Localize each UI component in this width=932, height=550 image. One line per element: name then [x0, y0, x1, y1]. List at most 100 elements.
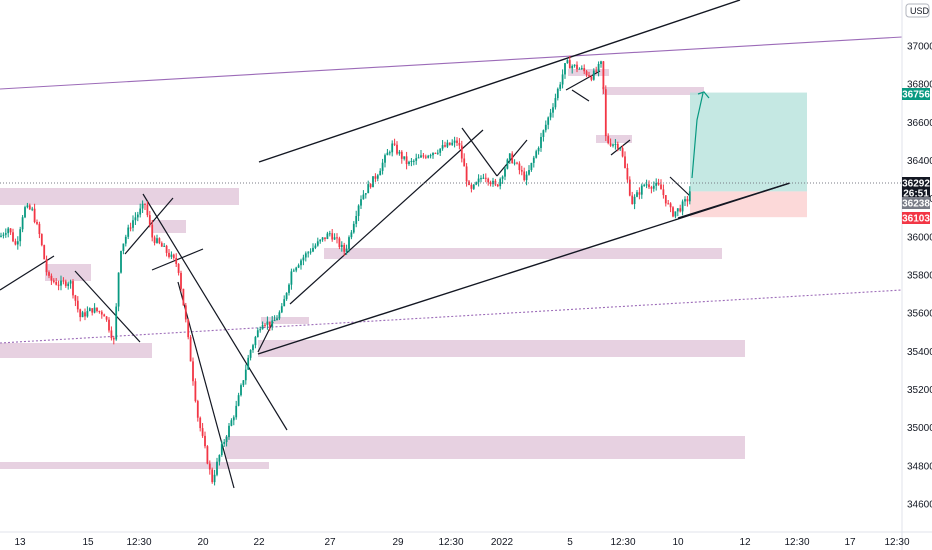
candle-body [530, 162, 533, 171]
candle-body [177, 263, 180, 273]
candle-body [280, 306, 283, 313]
supply-demand-zone[interactable] [596, 135, 632, 143]
candle [340, 241, 343, 252]
candle-body [532, 157, 535, 163]
candle [297, 263, 300, 269]
supply-demand-zone[interactable] [152, 220, 186, 233]
trend-line[interactable] [571, 89, 590, 102]
candle [192, 357, 194, 386]
candle [290, 268, 293, 290]
candle [55, 277, 58, 286]
candle [9, 228, 12, 235]
supply-demand-zone[interactable] [0, 462, 269, 469]
trend-line[interactable] [289, 129, 484, 305]
supply-demand-zone[interactable] [225, 436, 745, 459]
candle [333, 233, 336, 240]
currency-label-box[interactable] [905, 3, 930, 18]
candle-body [127, 227, 130, 237]
rising-support-line[interactable] [257, 182, 791, 355]
candle [249, 349, 252, 361]
candle-body [316, 241, 319, 246]
candle [391, 140, 394, 157]
rising-support-line[interactable] [677, 182, 791, 219]
candle [19, 226, 22, 247]
candle-body [549, 112, 552, 118]
trend-line[interactable] [461, 127, 498, 177]
trend-line[interactable] [177, 281, 235, 489]
candle-body [432, 152, 434, 156]
trend-line[interactable] [74, 270, 141, 343]
candle [21, 215, 24, 233]
candle [316, 237, 319, 247]
candle-body [338, 238, 341, 248]
channel-line[interactable] [0, 36, 903, 90]
candle-body [204, 435, 206, 447]
candle [432, 152, 434, 159]
candle [566, 59, 569, 64]
trend-line[interactable] [0, 255, 55, 291]
candle-body [427, 155, 430, 158]
candle [511, 151, 514, 164]
candle-body [208, 463, 211, 470]
candle-body [352, 223, 355, 233]
supply-demand-zone[interactable] [0, 188, 239, 205]
candle [259, 326, 262, 333]
candle [302, 254, 305, 266]
candle [117, 272, 120, 312]
candle-body [357, 205, 360, 216]
supply-demand-zone[interactable] [324, 248, 722, 259]
candle [148, 210, 151, 228]
candle-body [273, 320, 276, 322]
candle [280, 303, 283, 314]
candle [206, 445, 209, 465]
candle-body [374, 176, 377, 179]
candle-body [376, 175, 379, 179]
candle-body [518, 163, 521, 171]
candle-body [345, 248, 348, 252]
candle-body [139, 208, 142, 215]
candle [343, 242, 346, 256]
candle-body [28, 205, 31, 210]
candle-body [460, 145, 463, 159]
candle-body [48, 272, 50, 276]
upper-channel-line[interactable] [258, 0, 741, 163]
candle [542, 129, 545, 142]
candle [676, 208, 679, 217]
candle-body [364, 193, 367, 195]
candle-body [487, 178, 490, 183]
trend-line[interactable] [142, 193, 288, 431]
candle-body [367, 184, 370, 194]
candle-body [590, 76, 593, 80]
candle-body [108, 319, 110, 331]
candle-body [626, 167, 629, 180]
supply-demand-zone[interactable] [258, 340, 745, 357]
candle [76, 296, 79, 313]
candle-body [26, 205, 29, 208]
candle-body [609, 143, 612, 146]
candle-body [199, 417, 202, 429]
candle-body [201, 428, 204, 436]
candle [45, 255, 48, 276]
position-profit-zone[interactable] [690, 92, 807, 192]
supply-demand-zone[interactable] [0, 343, 152, 358]
dotted-trend-line[interactable] [0, 289, 903, 344]
candle [144, 203, 146, 211]
trend-line[interactable] [669, 176, 691, 197]
candle-body [264, 324, 266, 326]
candle [324, 237, 326, 242]
candle [626, 163, 629, 183]
position-tool[interactable] [690, 91, 807, 218]
candle-body [619, 148, 622, 150]
candle-body [144, 203, 146, 205]
supply-demand-zone[interactable] [261, 317, 309, 324]
candle-body [295, 267, 298, 271]
trend-line[interactable] [151, 248, 204, 271]
candle [559, 81, 562, 92]
currency-label[interactable]: USD [905, 3, 930, 18]
trend-line[interactable] [257, 321, 274, 353]
candle-body [624, 156, 626, 168]
supply-demand-zone[interactable] [602, 87, 704, 95]
trend-line[interactable] [124, 197, 174, 255]
